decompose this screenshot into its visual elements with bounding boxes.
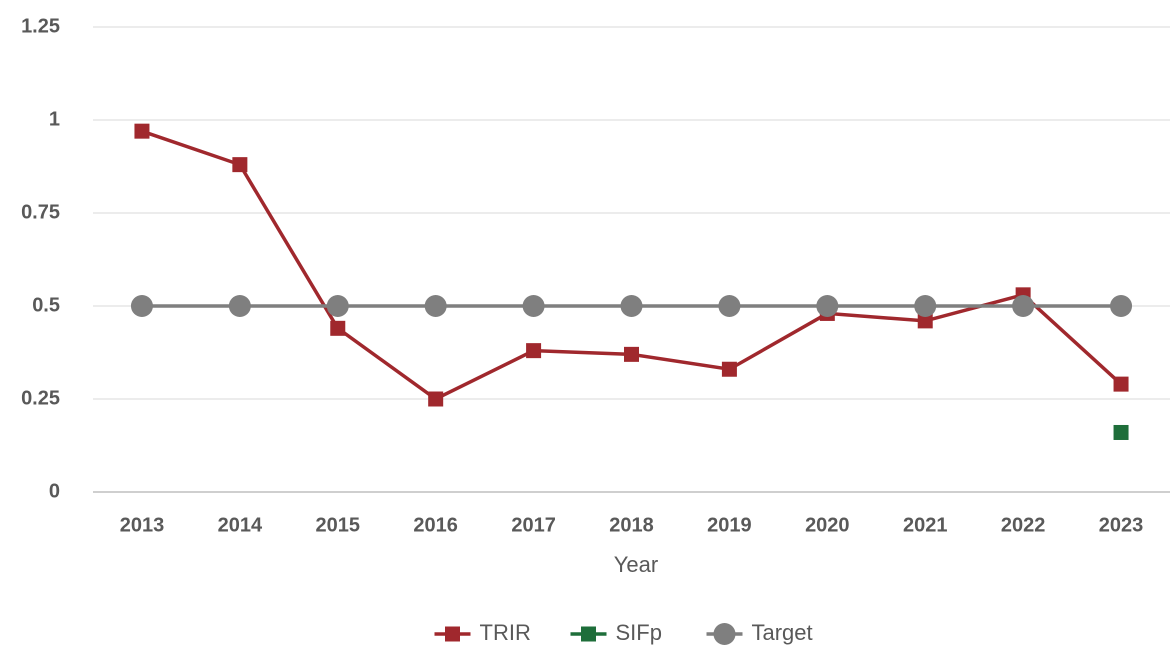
legend: TRIR SIFp Target [434, 620, 813, 645]
y-tick-label: 0.25 [21, 387, 60, 409]
marker [1113, 424, 1129, 440]
x-tick-label: 2018 [609, 514, 654, 536]
x-tick-label: 2017 [511, 514, 556, 536]
legend-label: Target [752, 620, 813, 645]
x-tick-label: 2014 [218, 514, 263, 536]
y-tick-label: 1.25 [21, 15, 60, 37]
marker [130, 295, 153, 317]
x-tick-label: 2021 [903, 514, 948, 536]
marker [816, 295, 839, 317]
marker [526, 343, 542, 359]
y-tick-label: 0.75 [21, 201, 60, 223]
y-tick-label: 0.5 [32, 294, 60, 316]
marker [721, 361, 737, 377]
marker [620, 295, 643, 317]
marker [232, 157, 248, 173]
marker [330, 320, 346, 336]
marker [1113, 376, 1129, 392]
series [134, 123, 1129, 407]
legend-marker [445, 626, 460, 642]
marker [522, 295, 545, 317]
x-tick-label: 2015 [316, 514, 361, 536]
x-tick-label: 2013 [120, 514, 165, 536]
legend-label: TRIR [480, 620, 531, 645]
marker [1110, 295, 1133, 317]
x-tick-label: 2019 [707, 514, 752, 536]
series [1113, 424, 1129, 440]
x-tick-label: 2020 [805, 514, 850, 536]
marker [718, 295, 741, 317]
marker [326, 295, 349, 317]
series [130, 295, 1133, 317]
x-tick-label: 2023 [1099, 514, 1144, 536]
marker [624, 346, 639, 362]
marker [914, 295, 937, 317]
x-tick-label: 2022 [1001, 514, 1046, 536]
x-axis-title: Year [614, 552, 658, 577]
legend-label: SIFp [616, 620, 662, 645]
marker [424, 295, 447, 317]
x-tick-label: 2016 [413, 514, 458, 536]
marker [428, 391, 444, 407]
marker [228, 295, 251, 317]
legend-marker [713, 623, 736, 645]
y-tick-label: 0 [49, 480, 60, 502]
legend-marker [581, 626, 596, 642]
marker [134, 123, 150, 139]
marker [917, 313, 933, 329]
y-tick-label: 1 [49, 108, 60, 130]
marker [1012, 295, 1035, 317]
